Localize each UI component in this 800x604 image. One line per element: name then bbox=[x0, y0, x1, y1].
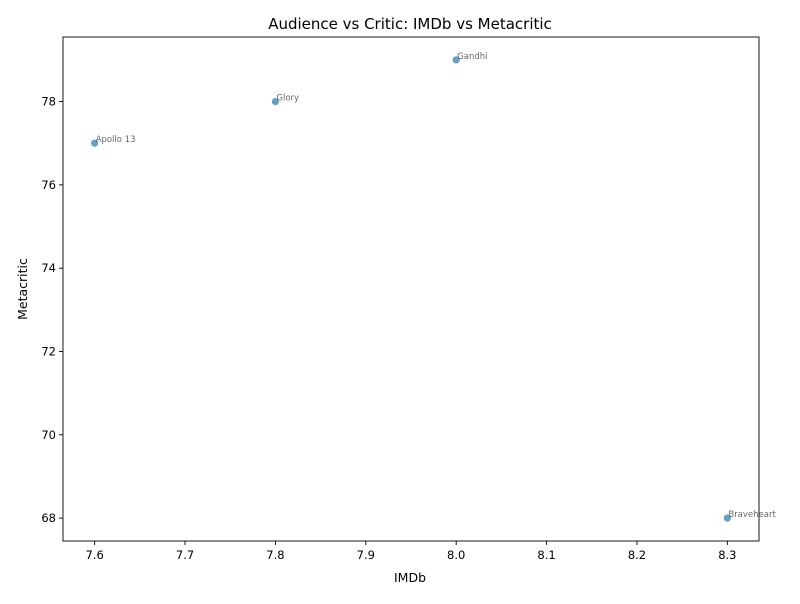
data-points bbox=[91, 56, 731, 522]
x-tick-label: 7.8 bbox=[266, 548, 284, 562]
data-point bbox=[91, 139, 99, 147]
data-point-label: Apollo 13 bbox=[96, 135, 136, 145]
chart-title: Audience vs Critic: IMDb vs Metacritic bbox=[268, 15, 552, 33]
x-axis-label: IMDb bbox=[394, 570, 426, 585]
plot-axes: 7.6 7.7 7.8 7.9 8.0 8.1 8.2 8.3 68 70 72 74 76 78 bbox=[41, 36, 760, 562]
x-tick-label: 8.1 bbox=[537, 548, 555, 562]
y-tick-label: 74 bbox=[41, 261, 56, 275]
data-point-label: Braveheart bbox=[728, 510, 776, 520]
data-point-labels: Apollo 13 Glory Gandhi Braveheart bbox=[96, 52, 777, 520]
x-tick-label: 8.2 bbox=[628, 548, 646, 562]
data-point-label: Glory bbox=[276, 94, 299, 104]
x-tick-label: 8.0 bbox=[447, 548, 465, 562]
y-axis-label: Metacritic bbox=[15, 258, 30, 320]
plot-frame bbox=[62, 36, 760, 542]
y-tick-label: 72 bbox=[41, 344, 56, 358]
x-tick-label: 7.6 bbox=[85, 548, 103, 562]
data-point bbox=[452, 56, 460, 64]
data-point bbox=[271, 97, 280, 106]
x-tick-label: 8.3 bbox=[718, 548, 736, 562]
x-tick-label: 7.9 bbox=[357, 548, 375, 562]
y-tick-label: 78 bbox=[41, 95, 56, 109]
y-tick-label: 76 bbox=[41, 178, 56, 192]
y-tick-label: 68 bbox=[41, 511, 56, 525]
data-point-label: Gandhi bbox=[457, 52, 487, 62]
data-point bbox=[723, 514, 731, 522]
y-tick-label: 70 bbox=[41, 428, 56, 442]
x-tick-label: 7.7 bbox=[176, 548, 194, 562]
